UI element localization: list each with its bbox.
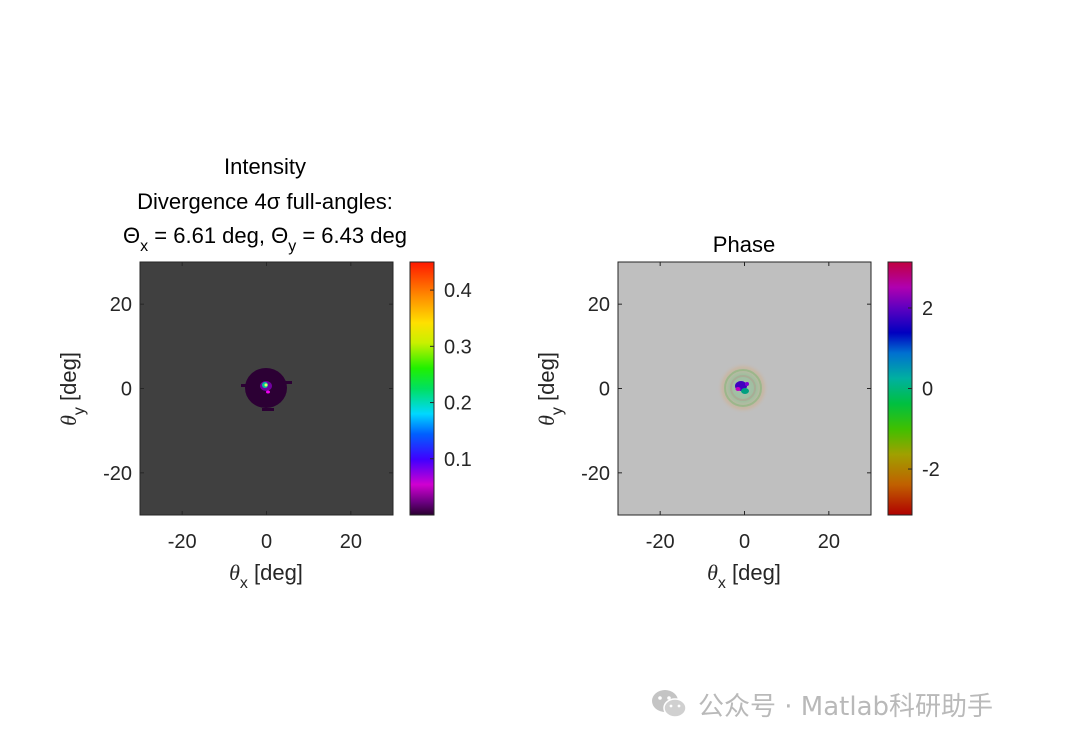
intensity-y-label: θy [deg]	[56, 352, 88, 426]
watermark-text: 公众号 · Matlab科研助手	[698, 691, 994, 722]
intensity-colorbar-tick-label: 0.4	[444, 280, 472, 302]
phase-x-tick-label: 20	[818, 531, 840, 553]
phase-panel: Phase -20 0 20 200-20 θx [deg] θy [deg] -2…	[534, 232, 940, 592]
intensity-x-ticks: -20 0 20	[168, 262, 362, 553]
wechat-icon	[652, 690, 687, 718]
phase-colorbar-tick-label: 0	[922, 379, 933, 401]
intensity-x-tick-label: 20	[340, 531, 362, 553]
intensity-title-line3: Θx = 6.61 deg, Θy = 6.43 deg	[123, 223, 407, 255]
intensity-colorbar-tick-label: 0.3	[444, 336, 472, 358]
phase-beam-spot	[717, 362, 769, 414]
intensity-colorbar-ticks: 0.1 0.2 0.3 0.4	[430, 280, 472, 471]
intensity-x-tick-label: 0	[261, 531, 272, 553]
phase-y-ticks: 20 0 -20	[581, 294, 871, 485]
phase-colorbar-tick-label: 2	[922, 298, 933, 320]
phase-title: Phase	[713, 232, 775, 257]
intensity-y-tick-label: -20	[103, 463, 132, 485]
phase-x-label: θx [deg]	[707, 560, 781, 592]
intensity-x-label: θx [deg]	[229, 560, 303, 592]
intensity-beam-spot	[241, 368, 292, 411]
intensity-y-tick-label: 0	[121, 379, 132, 401]
intensity-y-ticks: 20 0 -20	[103, 294, 393, 485]
watermark: 公众号 · Matlab科研助手	[650, 684, 993, 724]
intensity-title-line1: Intensity	[224, 154, 306, 179]
phase-x-tick-label: 0	[739, 531, 750, 553]
phase-x-tick-label: -20	[646, 531, 675, 553]
phase-x-ticks: -20 0 20	[646, 262, 840, 553]
intensity-y-tick-label: 20	[110, 294, 132, 316]
phase-y-tick-label: -20	[581, 463, 610, 485]
phase-colorbar-ticks: -2 0 2	[908, 298, 940, 481]
intensity-x-tick-label: -20	[168, 531, 197, 553]
intensity-colorbar	[409, 261, 435, 516]
phase-y-label: θy [deg]	[534, 352, 566, 426]
intensity-colorbar-tick-label: 0.2	[444, 393, 472, 415]
intensity-colorbar-tick-label: 0.1	[444, 449, 472, 471]
phase-y-tick-label: 20	[588, 294, 610, 316]
intensity-panel: Intensity Divergence 4σ full-angles: Θx …	[56, 154, 472, 592]
phase-y-tick-label: 0	[599, 379, 610, 401]
phase-colorbar-tick-label: -2	[922, 459, 940, 481]
intensity-title-line2: Divergence 4σ full-angles:	[137, 189, 393, 214]
